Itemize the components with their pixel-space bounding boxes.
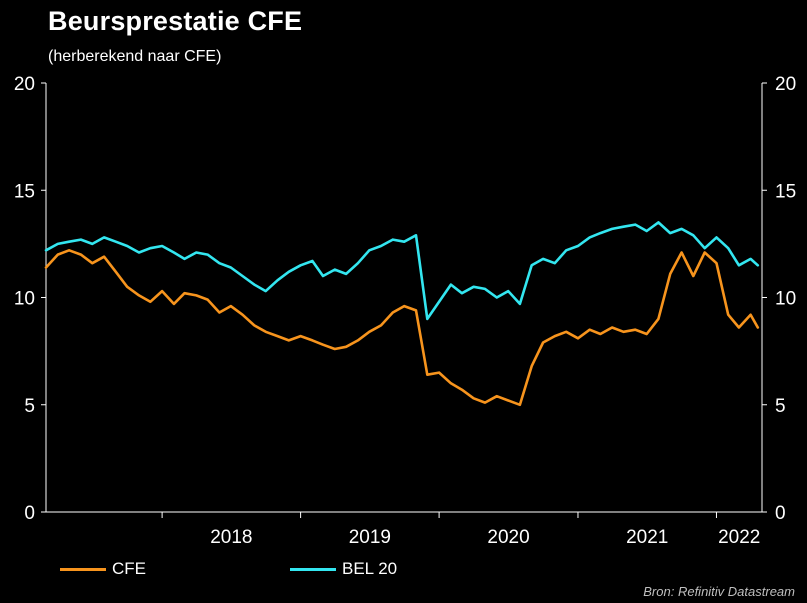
chart-subtitle: (herberekend naar CFE) <box>48 48 222 65</box>
y-tick-label-left: 5 <box>24 396 35 417</box>
y-tick-label-right: 15 <box>775 181 796 202</box>
x-tick-label: 2018 <box>210 527 252 548</box>
series-line-bel20 <box>44 221 760 321</box>
legend-item-bel20: BEL 20 <box>290 559 397 579</box>
y-tick-label-right: 20 <box>775 74 796 95</box>
legend-swatch-bel20 <box>290 567 336 571</box>
chart-series <box>44 221 760 407</box>
series-line-cfe <box>44 249 760 407</box>
x-tick-label: 2020 <box>487 527 529 548</box>
y-tick-label-left: 20 <box>14 74 35 95</box>
y-tick-label-left: 0 <box>24 503 35 524</box>
x-tick-label: 2021 <box>626 527 668 548</box>
y-tick-label-left: 15 <box>14 181 35 202</box>
legend-item-cfe: CFE <box>60 559 146 579</box>
source-note: Bron: Refinitiv Datastream <box>643 584 795 599</box>
legend-label-bel20: BEL 20 <box>342 559 398 578</box>
legend-swatch-cfe <box>60 567 106 571</box>
x-tick-label: 2022 <box>718 527 760 548</box>
y-tick-label-right: 0 <box>775 503 786 524</box>
y-tick-label-right: 5 <box>775 396 786 417</box>
x-tick-label: 2019 <box>349 527 391 548</box>
y-tick-label-right: 10 <box>775 289 796 310</box>
chart-title: Beursprestatie CFE <box>48 6 303 36</box>
legend-label-cfe: CFE <box>112 559 146 578</box>
y-tick-label-left: 10 <box>14 289 35 310</box>
